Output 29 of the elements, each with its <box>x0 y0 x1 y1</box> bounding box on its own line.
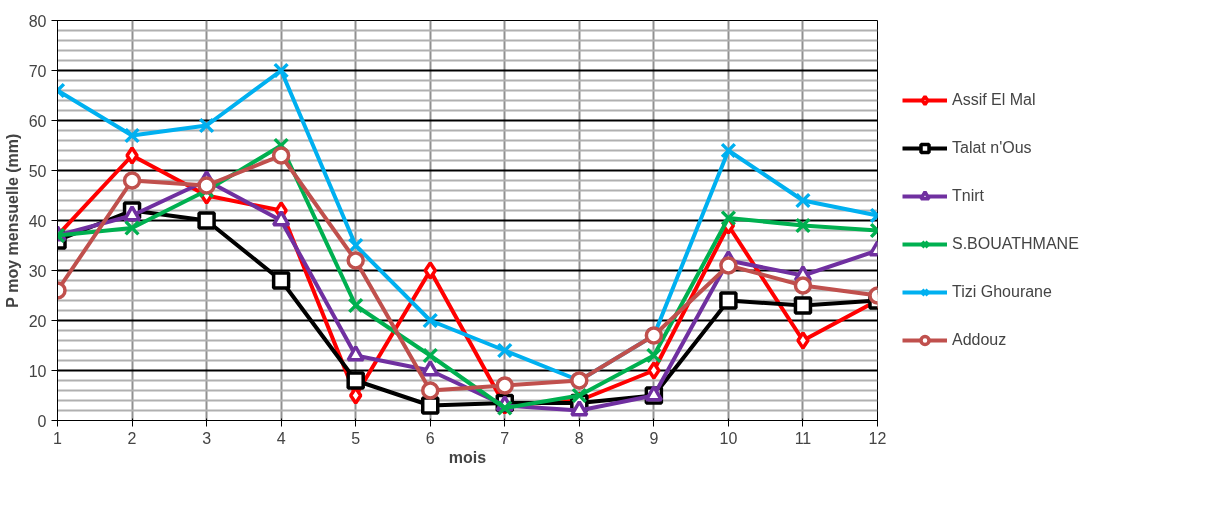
x-tick-label: 12 <box>868 429 887 447</box>
y-tick-label: 80 <box>28 12 47 30</box>
x-tick-label: 5 <box>351 429 361 447</box>
y-tick-label: 60 <box>28 112 47 130</box>
x-tick-label: 7 <box>500 429 510 447</box>
y-tick-label: 50 <box>28 162 47 180</box>
x-tick-label: 10 <box>719 429 738 447</box>
x-tick-label: 2 <box>127 429 137 447</box>
legend-label: Addouz <box>952 330 1007 350</box>
y-axis-title: P moy mensuelle (mm) <box>3 133 21 308</box>
x-tick-label: 4 <box>276 429 286 447</box>
x-tick-label: 9 <box>649 429 659 447</box>
y-tick-label: 40 <box>28 212 47 230</box>
x-tick-label: 3 <box>202 429 212 447</box>
y-tick-label: 70 <box>28 62 47 80</box>
y-tick-label: 20 <box>28 312 47 330</box>
y-tick-label: 0 <box>37 412 47 430</box>
y-tick-label: 10 <box>28 362 47 380</box>
legend-label: Talat n'Ous <box>952 138 1032 158</box>
x-axis-title: mois <box>448 448 487 466</box>
x-tick-label: 8 <box>574 429 584 447</box>
legend-label: Tizi Ghourane <box>952 282 1052 302</box>
legend-label: Assif El Mal <box>952 90 1036 110</box>
legend-label: S.BOUATHMANE <box>952 234 1079 254</box>
x-tick-label: 1 <box>53 429 63 447</box>
legend-label: Tnirt <box>952 186 984 206</box>
y-tick-label: 30 <box>28 262 47 280</box>
x-tick-label: 11 <box>794 429 812 447</box>
x-tick-label: 6 <box>425 429 435 447</box>
